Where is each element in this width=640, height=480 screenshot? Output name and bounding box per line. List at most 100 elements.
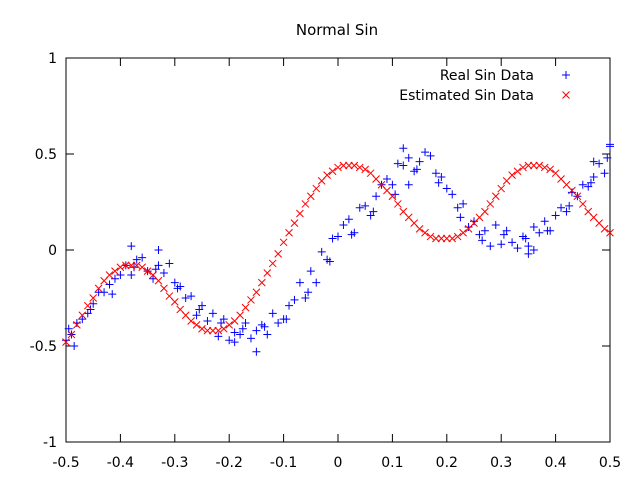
- real-data-point: [529, 246, 538, 254]
- estimated-data-point: [268, 259, 277, 268]
- real-data-point: [453, 203, 462, 212]
- estimated-data-point: [263, 269, 272, 277]
- real-data-point: [388, 180, 397, 189]
- real-data-point: [347, 230, 356, 239]
- estimated-data-point: [138, 263, 147, 272]
- estimated-data-point: [290, 219, 299, 227]
- real-data-point: [86, 305, 95, 314]
- real-data-point: [105, 280, 114, 289]
- real-data-point: [557, 203, 566, 212]
- real-data-point: [361, 201, 370, 210]
- real-data-point: [600, 169, 609, 178]
- real-data-point: [475, 230, 484, 239]
- real-data-point: [181, 294, 190, 302]
- estimated-data-point: [94, 284, 103, 293]
- real-data-point: [295, 278, 304, 287]
- real-data-point: [480, 226, 489, 235]
- real-data-point: [421, 148, 430, 157]
- real-data-point: [334, 232, 342, 241]
- real-data-point: [497, 240, 506, 249]
- estimated-data-point: [573, 192, 582, 201]
- real-data-point: [393, 159, 402, 168]
- real-data-point: [260, 322, 269, 331]
- real-data-point: [543, 226, 552, 235]
- real-data-point: [448, 190, 457, 199]
- real-data-point: [508, 238, 517, 247]
- estimated-data-point: [73, 321, 81, 329]
- estimated-data-point: [209, 326, 217, 335]
- real-data-point: [478, 236, 487, 245]
- series-estimated-sin-data: [62, 161, 614, 347]
- real-data-point: [404, 153, 413, 162]
- estimated-data-point: [508, 171, 516, 179]
- real-data-point: [567, 188, 576, 197]
- estimated-data-point: [448, 234, 457, 243]
- real-data-point: [282, 315, 291, 324]
- estimated-data-point: [355, 163, 364, 172]
- real-data-point: [586, 178, 595, 187]
- real-data-point: [130, 263, 138, 272]
- estimated-data-point: [127, 261, 136, 270]
- estimated-data-point: [203, 326, 212, 335]
- real-data-point: [399, 144, 408, 153]
- real-data-point: [325, 257, 334, 266]
- real-data-point: [138, 253, 147, 262]
- real-data-point: [225, 336, 234, 345]
- legend: Real Sin Data Estimated Sin Data: [399, 68, 570, 104]
- real-data-point: [415, 157, 424, 166]
- real-data-point: [230, 328, 239, 337]
- estimated-data-point: [513, 167, 522, 176]
- real-data-point: [603, 153, 612, 162]
- real-data-point: [434, 178, 443, 187]
- real-data-point: [263, 330, 272, 339]
- real-data-point: [159, 269, 168, 278]
- real-data-point: [431, 169, 440, 178]
- estimated-data-point: [105, 271, 114, 279]
- x-tick-label: -0.1: [270, 455, 297, 471]
- y-tick-label: -0.5: [30, 339, 57, 355]
- estimated-data-point: [600, 225, 609, 233]
- estimated-data-point: [481, 207, 489, 216]
- estimated-data-point: [187, 317, 195, 325]
- x-tick-label: 0.2: [436, 455, 458, 471]
- estimated-data-point: [486, 200, 495, 208]
- real-data-point: [195, 305, 204, 314]
- estimated-data-point: [192, 321, 201, 329]
- real-data-point: [252, 326, 261, 335]
- real-data-point: [304, 288, 313, 297]
- estimated-data-point: [279, 238, 288, 247]
- real-data-point: [606, 142, 614, 151]
- real-data-point: [589, 157, 598, 166]
- real-data-point: [551, 211, 560, 220]
- real-data-point: [391, 190, 400, 199]
- real-data-point: [339, 221, 348, 230]
- estimated-data-point: [426, 232, 435, 241]
- real-data-point: [285, 301, 294, 310]
- estimated-data-point: [524, 161, 533, 170]
- real-data-point: [565, 201, 574, 210]
- real-data-point: [442, 184, 451, 193]
- real-data-point: [486, 242, 495, 251]
- real-data-point: [116, 270, 125, 279]
- estimated-data-point: [323, 171, 331, 179]
- real-data-point: [192, 311, 201, 320]
- y-tick-label: 0.5: [35, 147, 57, 163]
- estimated-data-point: [296, 209, 304, 218]
- estimated-data-point: [170, 297, 179, 306]
- estimated-data-point: [546, 165, 555, 174]
- real-data-point: [412, 165, 421, 174]
- real-data-point: [491, 221, 500, 230]
- real-data-point: [236, 330, 245, 339]
- real-data-point: [246, 334, 255, 343]
- estimated-data-point: [78, 311, 87, 320]
- x-tick-label: 0: [334, 455, 343, 471]
- real-data-point: [470, 217, 478, 226]
- x-tick-label: 0.4: [544, 455, 566, 471]
- estimated-data-point: [111, 267, 119, 275]
- real-data-point: [252, 347, 261, 356]
- series-layer: [62, 140, 614, 356]
- estimated-data-point: [241, 303, 250, 312]
- estimated-data-point: [415, 225, 424, 233]
- real-data-point: [108, 290, 117, 299]
